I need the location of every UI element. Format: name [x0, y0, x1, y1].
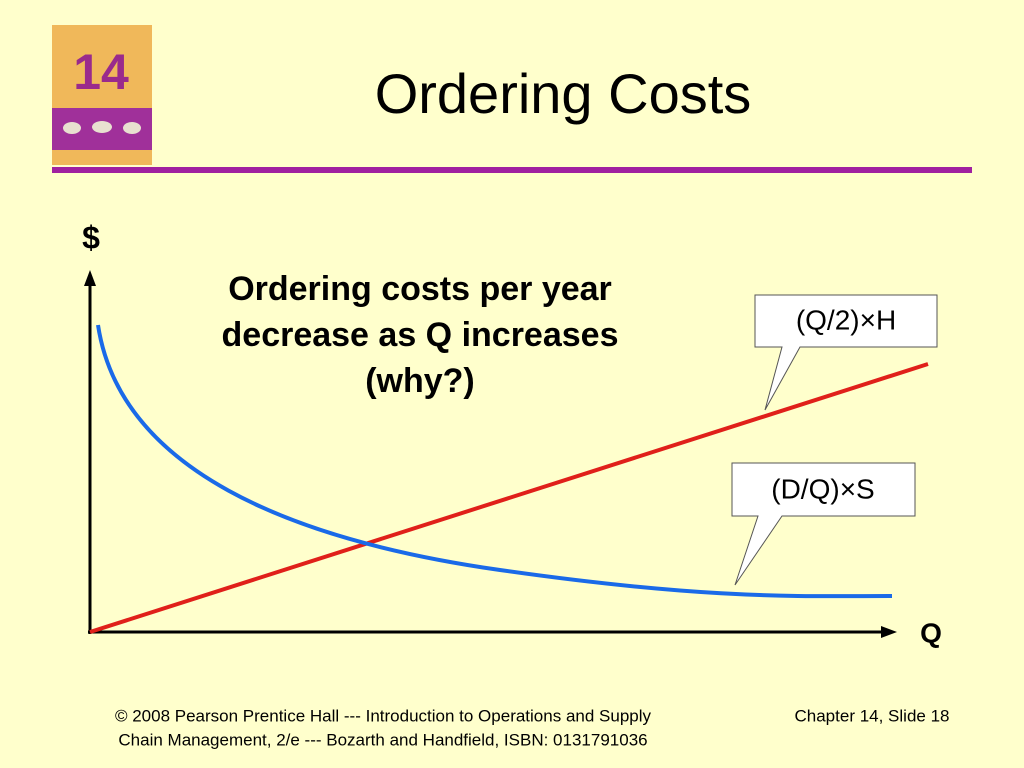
logo-number: 14 — [73, 44, 129, 100]
callout-text: (Q/2)×H — [796, 304, 896, 335]
logo-bird — [123, 122, 141, 134]
diagram: $ Q Ordering costs per year decrease as … — [82, 219, 942, 648]
x-arrow — [881, 626, 897, 638]
holding-cost-line — [89, 362, 929, 634]
annotation-line: (why?) — [365, 362, 475, 400]
slide-title: Ordering Costs — [375, 62, 752, 125]
y-arrow — [84, 270, 96, 286]
callout-box — [754, 294, 938, 411]
footer-credit: © 2008 Pearson Prentice Hall --- Introdu… — [115, 706, 652, 725]
callout-text: (D/Q)×S — [771, 473, 874, 504]
logo-bird — [63, 122, 81, 134]
x-axis-label: Q — [920, 617, 942, 648]
footer-slide: Chapter 14, Slide 18 — [795, 706, 950, 725]
y-axis-label: $ — [82, 219, 100, 255]
annotation-line: Ordering costs per year — [228, 270, 612, 308]
callout-box — [731, 462, 916, 586]
annotation-line: decrease as Q increases — [222, 316, 619, 354]
title-rule — [52, 167, 972, 173]
logo-bird — [92, 121, 112, 133]
ordering-cost-curve — [96, 324, 893, 599]
logo: 14 — [52, 25, 152, 165]
footer-credit: Chain Management, 2/e --- Bozarth and Ha… — [118, 730, 647, 749]
